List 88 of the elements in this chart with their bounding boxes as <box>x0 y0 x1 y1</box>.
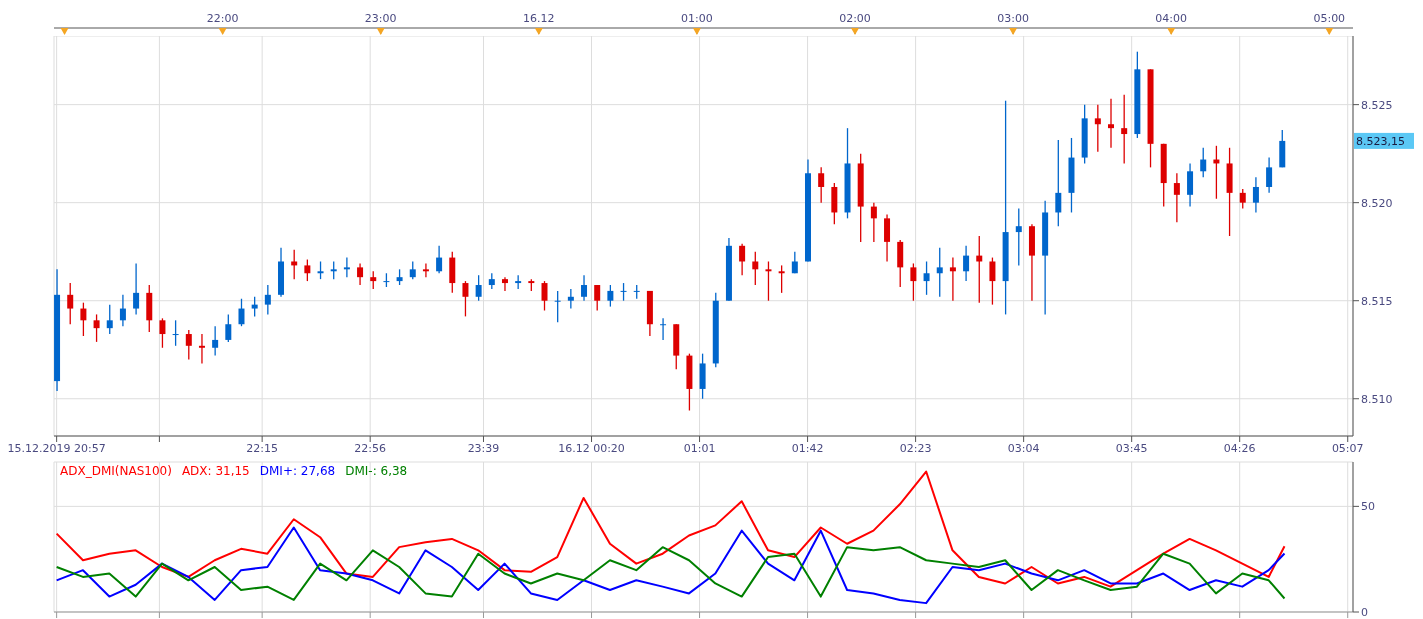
candlestick <box>949 256 956 302</box>
candlestick <box>172 319 179 347</box>
text: 8.523,15 <box>1356 134 1405 148</box>
candlestick <box>80 302 87 337</box>
x-tick-label: 23:39 <box>467 441 500 455</box>
candlestick <box>963 245 970 282</box>
candlestick <box>567 288 574 310</box>
x2-tick-label: 23:00 <box>364 12 397 25</box>
x2-tick-label: 05:00 <box>1313 12 1346 25</box>
candlestick <box>67 282 74 325</box>
candlestick <box>436 245 443 274</box>
y-tick-label: 8.515 <box>1361 294 1393 308</box>
candlestick <box>1266 156 1273 194</box>
candlestick <box>264 284 271 316</box>
x-tick-label: 22:15 <box>246 441 279 455</box>
candlestick <box>1015 207 1022 267</box>
text: DMI+: 27,68 <box>259 464 336 478</box>
candlestick <box>870 202 877 243</box>
x2-tick-label: 16.12 <box>523 12 555 25</box>
candlestick <box>225 313 232 343</box>
candlestick <box>989 256 996 306</box>
candlestick <box>462 280 469 318</box>
x2-tick-label: 22:00 <box>206 12 239 25</box>
candlestick <box>357 262 364 286</box>
candlestick <box>554 290 561 323</box>
text: DMI-: 6,38 <box>345 464 408 478</box>
candlestick <box>752 251 759 286</box>
candlestick <box>936 247 943 298</box>
x-tick-label: 15.12.2019 20:57 <box>7 441 106 455</box>
x-tick-label: 02:23 <box>899 441 932 455</box>
candlestick <box>106 303 113 335</box>
candlestick <box>1055 139 1062 227</box>
candlestick <box>884 213 891 263</box>
x2-tick-label: 04:00 <box>1155 12 1188 25</box>
candlestick <box>765 260 772 302</box>
x-tick-label: 04:26 <box>1223 441 1256 455</box>
x-tick-label: 16.12 00:20 <box>558 441 625 455</box>
candlestick <box>133 262 140 316</box>
candlestick <box>581 274 588 302</box>
y-tick-label: 8.510 <box>1361 392 1393 406</box>
candlestick <box>212 325 219 357</box>
chart-title: ADX_DMI(NAS100) <box>60 464 172 478</box>
candlestick <box>1121 94 1128 165</box>
candlestick <box>304 258 311 282</box>
candlestick <box>251 296 258 318</box>
candlestick <box>910 262 917 302</box>
candlestick <box>1200 147 1207 178</box>
y-tick-label: 50 <box>1361 500 1375 514</box>
candlestick <box>778 264 785 294</box>
candlestick <box>923 260 930 296</box>
line-series <box>55 546 1286 601</box>
x-tick-label: 01:42 <box>791 441 824 455</box>
candlestick <box>238 298 245 327</box>
candlestick <box>541 280 548 312</box>
candlestick <box>119 294 126 327</box>
candlestick <box>660 317 667 341</box>
candlestick <box>607 284 614 308</box>
candlestick <box>1187 162 1194 208</box>
x-tick-label: 03:45 <box>1115 441 1148 455</box>
x2-tick-label: 01:00 <box>681 12 713 25</box>
candlestick <box>739 243 746 276</box>
line-series <box>55 526 1286 605</box>
candlestick <box>475 274 482 302</box>
candlestick <box>159 317 166 349</box>
candlestick <box>818 166 825 204</box>
x-tick-label: 03:04 <box>1007 441 1040 455</box>
candlestick <box>1173 172 1180 223</box>
candlestick <box>93 313 100 343</box>
x-tick-label: 05:07 <box>1331 441 1364 455</box>
candlestick <box>594 284 601 312</box>
candlestick <box>1094 103 1101 153</box>
y-tick-label: 8.520 <box>1361 196 1393 210</box>
text: ADX: 31,15 <box>181 464 250 478</box>
y-tick-label: 8.525 <box>1361 98 1393 112</box>
candlestick <box>343 256 350 278</box>
candlestick <box>198 333 205 365</box>
candlestick <box>1252 176 1259 214</box>
x2-tick-label: 03:00 <box>997 12 1029 25</box>
x-tick-label: 22:56 <box>354 441 387 455</box>
candlestick <box>1108 98 1114 149</box>
candlestick <box>185 329 192 361</box>
candlestick <box>422 262 429 278</box>
x-tick-label: 01:01 <box>683 441 716 455</box>
candlestick <box>1239 188 1246 210</box>
candlestick <box>291 249 298 280</box>
x2-tick-label: 02:00 <box>839 12 871 25</box>
candlestick <box>501 276 508 292</box>
y-tick-label: 0 <box>1361 605 1368 619</box>
